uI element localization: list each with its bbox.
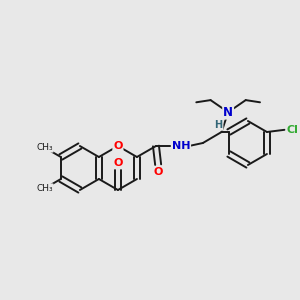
Text: CH₃: CH₃ bbox=[36, 184, 53, 193]
Text: Cl: Cl bbox=[286, 125, 298, 135]
Text: O: O bbox=[154, 167, 163, 177]
Text: CH₃: CH₃ bbox=[36, 143, 53, 152]
Text: O: O bbox=[113, 141, 123, 151]
Text: H: H bbox=[214, 120, 223, 130]
Text: O: O bbox=[113, 158, 123, 168]
Text: NH: NH bbox=[172, 141, 190, 151]
Text: N: N bbox=[223, 106, 233, 119]
